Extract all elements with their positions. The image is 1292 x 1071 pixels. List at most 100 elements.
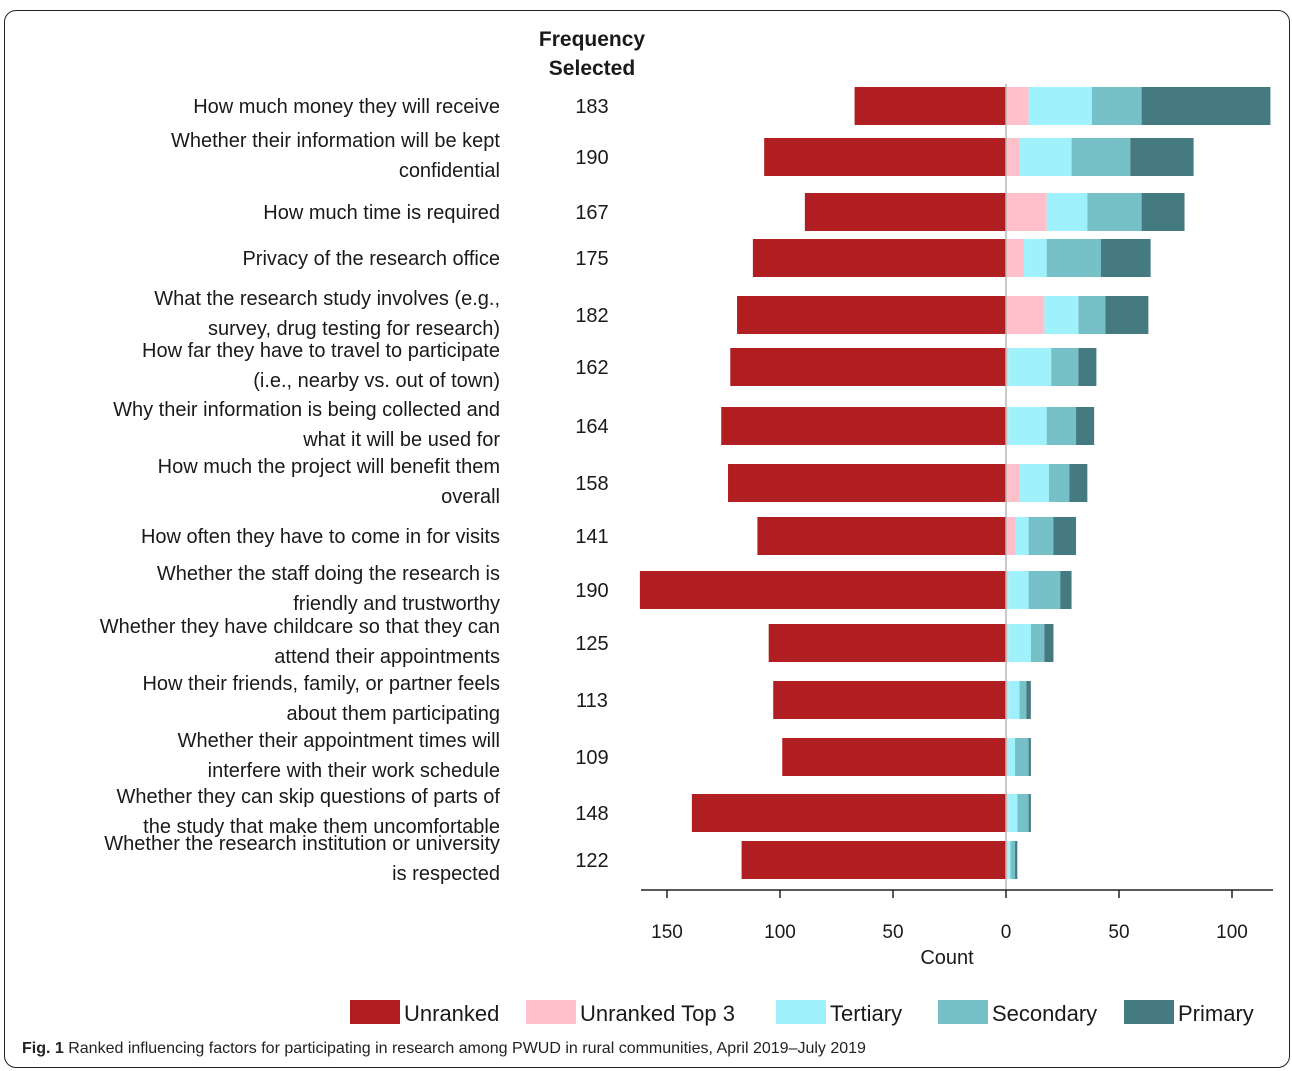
category-label-7-line0: How much the project will benefit them	[158, 456, 500, 478]
category-label-3-line0: Privacy of the research office	[242, 248, 500, 270]
legend-swatch-1	[526, 1000, 576, 1024]
category-label-8-line0: How often they have to come in for visit…	[141, 526, 500, 548]
category-label-6-line0: Why their information is being collected…	[113, 399, 500, 421]
category-label-10-line0: Whether they have childcare so that they…	[100, 616, 500, 638]
legend-label-1: Unranked Top 3	[580, 1001, 735, 1026]
x-tick-label-5: 100	[1216, 922, 1248, 943]
bar-unranked-top-3-0	[1006, 87, 1029, 125]
frequency-header-line2: Selected	[549, 57, 635, 80]
legend-swatch-4	[1124, 1000, 1174, 1024]
legend-swatch-3	[938, 1000, 988, 1024]
bar-primary-13	[1028, 794, 1031, 832]
frequency-value-3: 175	[575, 248, 608, 270]
bar-unranked-top-3-11	[1006, 681, 1009, 719]
bar-secondary-14	[1010, 841, 1016, 879]
category-label-14-line1: is respected	[392, 863, 500, 885]
frequency-header-line1: Frequency	[539, 28, 646, 51]
bar-primary-3	[1100, 239, 1151, 277]
frequency-value-12: 109	[575, 747, 608, 769]
bar-secondary-3	[1046, 239, 1101, 277]
category-label-11-line1: about them participating	[287, 703, 500, 725]
bar-tertiary-9	[1008, 571, 1029, 609]
frequency-value-0: 183	[575, 96, 608, 118]
x-tick-label-3: 0	[1001, 922, 1012, 943]
category-label-9-line0: Whether the staff doing the research is	[157, 563, 500, 585]
bar-tertiary-14	[1008, 841, 1011, 879]
bar-primary-14	[1015, 841, 1018, 879]
frequency-value-11: 113	[576, 690, 608, 712]
bar-unranked-9	[639, 571, 1006, 609]
legend-swatch-0	[350, 1000, 400, 1024]
bar-unranked-top-3-14	[1006, 841, 1009, 879]
bar-tertiary-1	[1019, 138, 1072, 176]
legend-label-2: Tertiary	[830, 1001, 902, 1026]
category-label-5-line0: How far they have to travel to participa…	[142, 340, 500, 362]
category-label-6-line1: what it will be used for	[302, 429, 500, 451]
caption-prefix: Fig. 1	[22, 1040, 64, 1057]
bar-unranked-top-3-12	[1006, 738, 1009, 776]
category-label-13-line0: Whether they can skip questions of parts…	[116, 786, 500, 808]
bar-unranked-top-3-10	[1006, 624, 1009, 662]
bar-secondary-13	[1017, 794, 1029, 832]
category-label-1-line1: confidential	[399, 160, 500, 182]
bar-unranked-top-3-5	[1006, 348, 1009, 386]
bar-primary-1	[1130, 138, 1194, 176]
bar-secondary-10	[1030, 624, 1045, 662]
bar-unranked-top-3-4	[1006, 296, 1045, 334]
bar-unranked-6	[721, 407, 1006, 445]
legend-label-4: Primary	[1178, 1001, 1254, 1026]
bar-unranked-5	[730, 348, 1006, 386]
x-tick-label-1: 100	[764, 922, 796, 943]
bar-primary-9	[1060, 571, 1072, 609]
bar-unranked-top-3-7	[1006, 464, 1020, 502]
category-label-14-line0: Whether the research institution or univ…	[104, 833, 500, 855]
bar-primary-7	[1069, 464, 1088, 502]
bar-secondary-1	[1071, 138, 1131, 176]
x-tick-label-4: 50	[1108, 922, 1129, 943]
bar-tertiary-10	[1008, 624, 1031, 662]
x-tick-label-0: 150	[651, 922, 683, 943]
bar-primary-6	[1076, 407, 1095, 445]
frequency-value-4: 182	[575, 305, 608, 327]
bar-secondary-6	[1046, 407, 1077, 445]
bar-unranked-4	[737, 296, 1006, 334]
category-label-4-line1: survey, drug testing for research)	[208, 318, 500, 340]
bar-unranked-7	[728, 464, 1006, 502]
bar-unranked-11	[773, 681, 1006, 719]
bar-unranked-13	[691, 794, 1006, 832]
bar-tertiary-11	[1008, 681, 1020, 719]
bar-tertiary-7	[1019, 464, 1049, 502]
bar-primary-12	[1028, 738, 1031, 776]
category-label-4-line0: What the research study involves (e.g.,	[154, 288, 500, 310]
bar-unranked-10	[768, 624, 1006, 662]
bar-secondary-8	[1028, 517, 1054, 555]
x-tick-label-2: 50	[882, 922, 903, 943]
stacked-bar-chart: Frequency Selected How much money they wil…	[100, 28, 1273, 1026]
bar-tertiary-5	[1008, 348, 1052, 386]
bar-unranked-8	[757, 517, 1006, 555]
bar-tertiary-8	[1015, 517, 1029, 555]
bar-secondary-11	[1019, 681, 1027, 719]
bar-unranked-top-3-1	[1006, 138, 1020, 176]
caption-text: Ranked influencing factors for participa…	[63, 1040, 866, 1057]
legend-label-0: Unranked	[404, 1001, 499, 1026]
bar-primary-0	[1141, 87, 1271, 125]
bar-unranked-3	[752, 239, 1006, 277]
category-label-13-line1: the study that make them uncomfortable	[143, 816, 500, 838]
category-label-7-line1: overall	[441, 486, 500, 508]
bar-tertiary-6	[1008, 407, 1047, 445]
bar-secondary-7	[1048, 464, 1070, 502]
frequency-value-2: 167	[575, 202, 608, 224]
bar-secondary-9	[1028, 571, 1061, 609]
frequency-value-9: 190	[575, 580, 608, 602]
category-label-12-line0: Whether their appointment times will	[178, 730, 500, 752]
bar-unranked-1	[764, 138, 1006, 176]
category-label-12-line1: interfere with their work schedule	[208, 760, 500, 782]
category-label-1-line0: Whether their information will be kept	[171, 130, 500, 152]
category-label-5-line1: (i.e., nearby vs. out of town)	[253, 370, 500, 392]
category-label-9-line1: friendly and trustworthy	[293, 593, 500, 615]
figure-caption: Fig. 1 Ranked influencing factors for pa…	[22, 1040, 866, 1058]
bar-tertiary-0	[1028, 87, 1092, 125]
legend-label-3: Secondary	[992, 1001, 1097, 1026]
bar-secondary-12	[1015, 738, 1029, 776]
